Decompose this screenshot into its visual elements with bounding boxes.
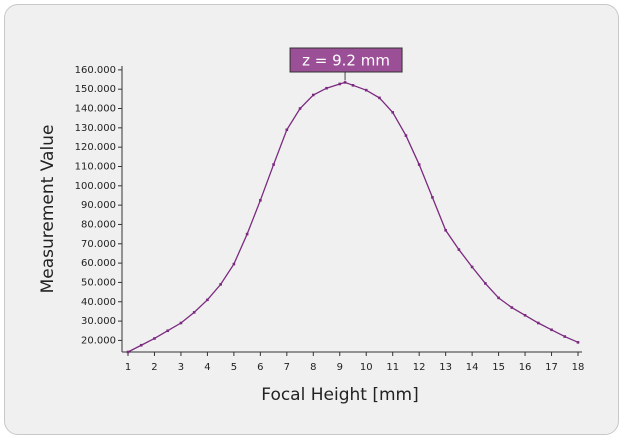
y-tick-label: 110.000 [75, 161, 116, 172]
y-tick-label: 20.000 [81, 335, 116, 346]
data-point [139, 343, 143, 347]
data-point [484, 282, 487, 285]
x-tick-label: 9 [337, 362, 343, 373]
x-tick-label: 11 [386, 362, 399, 373]
y-tick-label: 80.000 [81, 219, 116, 230]
x-tick-label: 6 [257, 362, 263, 373]
data-point [245, 232, 249, 236]
y-tick-label: 130.000 [75, 123, 116, 134]
data-point [259, 199, 262, 202]
x-tick-label: 10 [360, 362, 373, 373]
y-tick-label: 40.000 [81, 297, 116, 308]
y-tick-label: 70.000 [81, 239, 116, 250]
y-tick-label: 150.000 [75, 84, 116, 95]
data-point [550, 328, 553, 332]
panel [4, 4, 619, 435]
data-point [166, 329, 170, 333]
data-point [192, 311, 196, 314]
data-point [417, 163, 421, 166]
data-point [470, 265, 474, 269]
data-point [285, 128, 289, 132]
data-point [444, 228, 447, 232]
y-tick-label: 30.000 [81, 316, 116, 327]
data-point [497, 296, 500, 300]
data-point [523, 313, 527, 317]
y-tick-label: 60.000 [81, 258, 116, 269]
data-point [179, 321, 183, 325]
x-tick-label: 18 [572, 362, 585, 373]
data-point [457, 248, 461, 251]
y-tick-label: 90.000 [81, 200, 116, 211]
data-point [153, 337, 156, 340]
x-tick-label: 7 [284, 362, 290, 373]
data-point [391, 111, 395, 114]
x-tick-label: 8 [310, 362, 316, 373]
data-point [298, 107, 302, 110]
data-point [126, 350, 130, 354]
x-axis-label: Focal Height [mm] [261, 385, 418, 405]
y-tick-label: 140.000 [75, 104, 116, 115]
data-point [536, 321, 540, 325]
y-tick-label: 100.000 [75, 181, 116, 192]
y-tick-label: 160.000 [75, 65, 116, 76]
x-tick-label: 5 [231, 362, 237, 373]
data-point [431, 196, 434, 199]
data-point [378, 96, 381, 100]
x-tick-label: 4 [204, 362, 210, 373]
y-tick-label: 50.000 [81, 277, 116, 288]
data-point [563, 335, 567, 338]
data-point [510, 306, 514, 309]
data-point [311, 93, 315, 97]
y-tick-label: 120.000 [75, 142, 116, 153]
x-tick-label: 12 [413, 362, 426, 373]
annotation-box [289, 47, 403, 73]
data-point [232, 262, 236, 266]
data-point [404, 134, 408, 137]
annotation-text: z = 9.2 mm [302, 52, 390, 70]
data-point [219, 283, 222, 286]
x-tick-label: 15 [492, 362, 505, 373]
data-point [351, 84, 355, 87]
data-line [127, 81, 579, 353]
x-tick-label: 2 [151, 362, 157, 373]
y-axis-label: Measurement Value [38, 125, 58, 294]
data-point [343, 81, 347, 84]
data-point [272, 163, 275, 166]
x-tick-label: 16 [519, 362, 532, 373]
x-tick-label: 13 [439, 362, 452, 373]
data-point [338, 82, 342, 86]
x-tick-label: 14 [466, 362, 479, 373]
x-tick-label: 17 [545, 362, 558, 373]
data-point [576, 341, 580, 344]
data-point [325, 86, 328, 90]
x-tick-label: 3 [178, 362, 184, 373]
data-point [364, 88, 368, 92]
data-point [206, 298, 209, 302]
x-tick-label: 1 [125, 362, 131, 373]
